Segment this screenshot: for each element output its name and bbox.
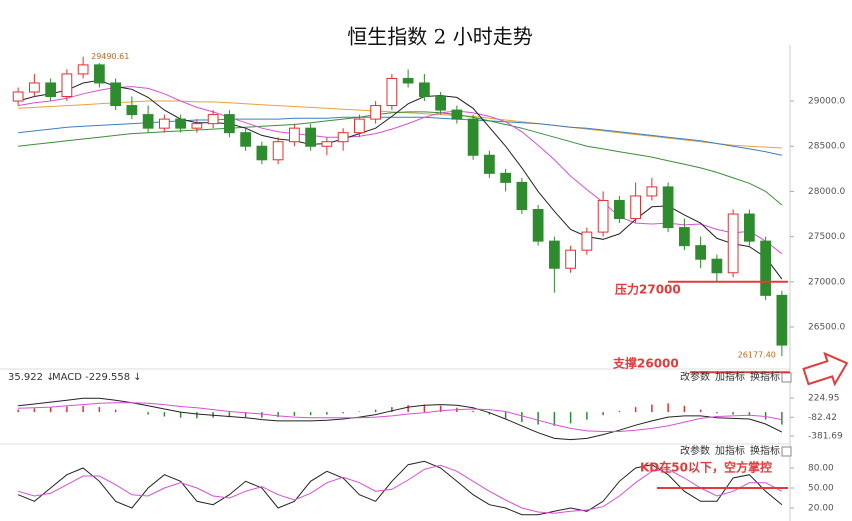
candle-body (207, 114, 219, 125)
level-label: 支撑26000 (612, 356, 679, 371)
close-button[interactable] (781, 446, 792, 457)
level-label: KD在50以下，空方掌控 (640, 460, 772, 475)
candle-body (77, 64, 89, 75)
candle-body (191, 123, 203, 129)
indicator-line (18, 111, 783, 206)
y-tick-label: 80.00 (808, 464, 834, 474)
y-tick-label: -82.42 (808, 413, 837, 423)
y-tick-label: 50.00 (808, 484, 834, 494)
candle-body (305, 127, 316, 147)
y-tick-label: 224.95 (808, 394, 840, 404)
candle-body (597, 199, 609, 233)
candle-body (744, 213, 755, 242)
chart-title: 恒生指数 2 小时走势 (347, 25, 532, 49)
candle-body (532, 209, 544, 242)
y-tick-label: -381.69 (808, 431, 843, 441)
candle-body (29, 82, 40, 93)
candle-body (61, 73, 73, 98)
candle-body (484, 154, 495, 174)
candle-body (711, 258, 723, 274)
indicator-line (17, 464, 783, 514)
candle-body (467, 118, 479, 156)
candle-body (256, 145, 268, 161)
candle-body (370, 105, 381, 120)
y-tick-label: 29000.0 (808, 97, 845, 107)
indicator-button[interactable]: 加指标 (715, 444, 745, 457)
y-tick-label: 20.00 (808, 504, 834, 514)
candle-body (646, 186, 658, 197)
indicator-button[interactable]: 换指标 (750, 444, 780, 457)
candle-body (760, 240, 771, 296)
indicator-header: MACD -229.558 ↓ (52, 372, 142, 383)
candle-body (94, 64, 105, 84)
candle-body (142, 114, 154, 129)
indicator-button[interactable]: 加指标 (715, 370, 745, 383)
arrow-icon (802, 351, 849, 387)
candle-body (45, 82, 56, 98)
indicator-button[interactable]: 改参数 (680, 370, 710, 383)
indicator-line (18, 116, 783, 156)
y-tick-label: 28500.0 (808, 142, 845, 152)
level-label: 压力27000 (615, 282, 681, 297)
candle-body (776, 294, 788, 346)
candle-body (272, 141, 284, 161)
y-tick-label: 27500.0 (808, 232, 845, 242)
candle-body (175, 118, 186, 129)
candle-body (419, 82, 430, 98)
candle-body (159, 118, 170, 129)
candle-body (12, 91, 24, 102)
candle-body (321, 141, 333, 147)
candle-body (565, 249, 576, 269)
candle-body (679, 227, 690, 247)
candle-body (337, 132, 349, 143)
candle-body (354, 118, 365, 134)
candle-body (614, 199, 625, 220)
indicator-line (18, 86, 783, 255)
candle-body (386, 77, 398, 107)
candle-body (662, 186, 674, 229)
indicator-line (18, 397, 783, 441)
candle-body (516, 181, 528, 210)
candle-body (695, 245, 706, 260)
candle-body (451, 109, 463, 120)
indicator-header: 35.922 ↓ (8, 372, 55, 383)
indicator-button[interactable]: 改参数 (680, 444, 710, 457)
indicator-line (17, 460, 783, 516)
indicator-line (17, 79, 783, 280)
candle-body (289, 127, 300, 143)
close-button[interactable] (781, 372, 792, 383)
candle-body (581, 231, 593, 251)
candle-body (500, 172, 511, 183)
candle-body (110, 82, 121, 107)
y-tick-label: 28000.0 (808, 187, 845, 197)
max-label: 29490.61 (91, 52, 129, 61)
candle-body (435, 96, 446, 111)
candle-body (240, 132, 251, 147)
y-tick-label: 26500.0 (808, 323, 845, 333)
indicator-line (18, 402, 782, 432)
candle-body (549, 240, 560, 269)
candle-body (402, 77, 414, 84)
indicator-button[interactable]: 换指标 (750, 370, 780, 383)
candle-body (126, 105, 138, 116)
candle-body (630, 195, 641, 220)
candle-body (224, 114, 235, 134)
min-label: 26177.40 (738, 351, 776, 360)
candle-body (727, 213, 739, 274)
y-tick-label: 27000.0 (808, 277, 845, 287)
